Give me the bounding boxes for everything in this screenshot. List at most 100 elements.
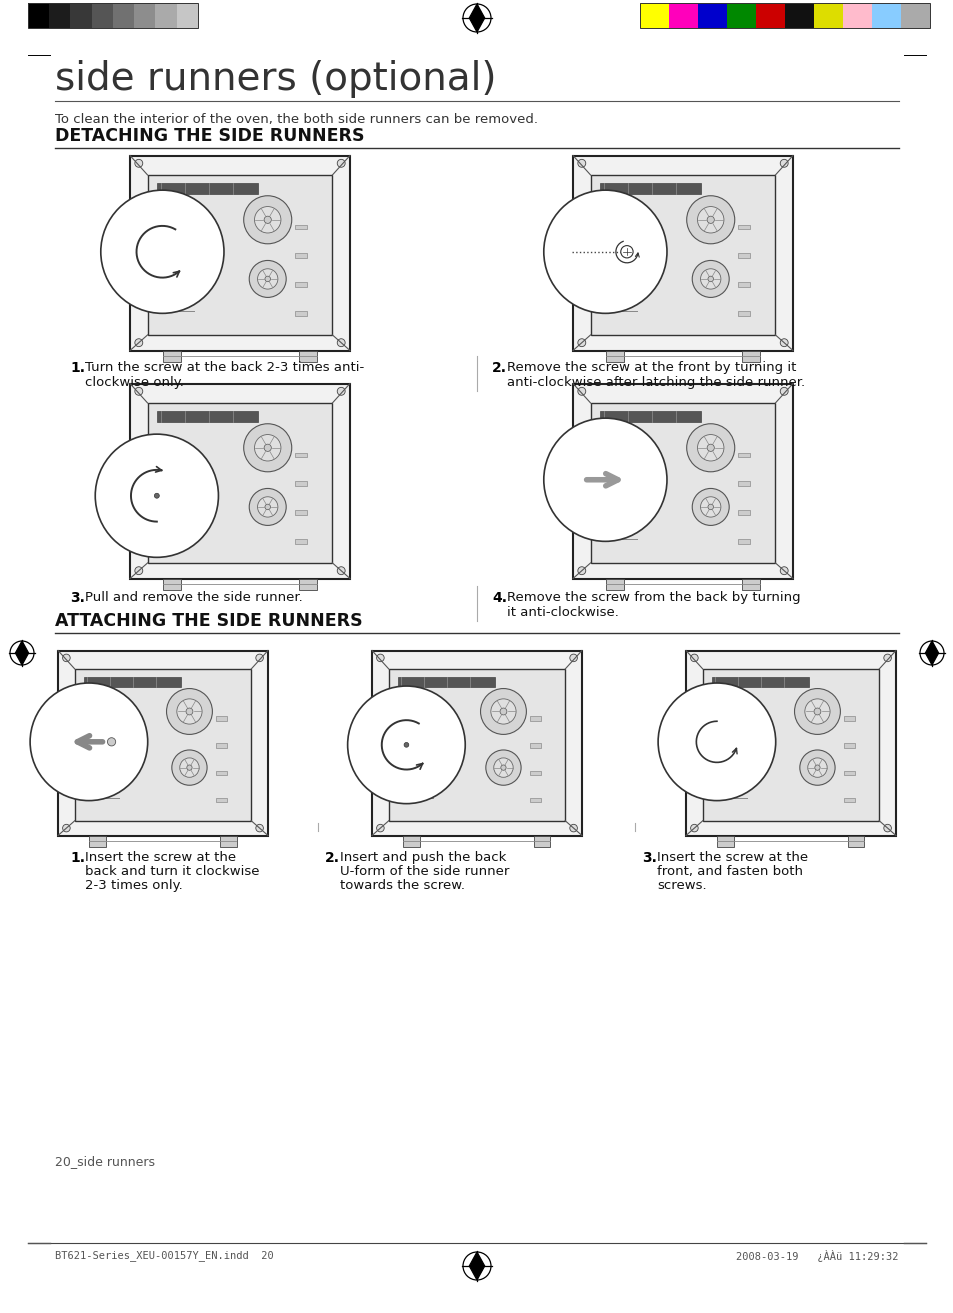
- Circle shape: [569, 654, 577, 662]
- Circle shape: [578, 567, 585, 575]
- Bar: [397, 676, 494, 687]
- Bar: [134, 3, 155, 28]
- Bar: [50, 3, 71, 28]
- Circle shape: [686, 196, 734, 244]
- Polygon shape: [15, 641, 29, 664]
- Bar: [717, 835, 734, 847]
- Bar: [738, 253, 749, 259]
- Bar: [295, 225, 306, 230]
- Circle shape: [176, 699, 202, 723]
- Bar: [155, 3, 176, 28]
- Circle shape: [257, 269, 277, 289]
- Circle shape: [882, 825, 890, 832]
- Circle shape: [257, 496, 277, 517]
- Circle shape: [134, 339, 143, 347]
- Text: 1.: 1.: [70, 361, 85, 376]
- Circle shape: [95, 435, 218, 557]
- Circle shape: [264, 444, 271, 452]
- Bar: [668, 3, 698, 28]
- Circle shape: [882, 654, 890, 662]
- Circle shape: [337, 159, 345, 167]
- Text: back and turn it clockwise: back and turn it clockwise: [85, 865, 259, 878]
- Bar: [599, 183, 700, 194]
- Circle shape: [780, 339, 787, 347]
- Bar: [295, 453, 306, 457]
- Circle shape: [543, 190, 666, 314]
- Text: BT621-Series_XEU-00157Y_EN.indd  20: BT621-Series_XEU-00157Y_EN.indd 20: [55, 1250, 274, 1260]
- Bar: [711, 676, 808, 687]
- Circle shape: [485, 750, 520, 785]
- Bar: [738, 282, 749, 288]
- Bar: [590, 403, 775, 563]
- Text: 4.: 4.: [492, 591, 506, 605]
- Bar: [529, 716, 540, 721]
- Bar: [755, 3, 784, 28]
- Bar: [219, 835, 236, 847]
- Bar: [702, 670, 879, 821]
- Bar: [215, 798, 226, 802]
- Circle shape: [697, 206, 723, 232]
- Bar: [843, 716, 854, 721]
- Circle shape: [692, 488, 728, 525]
- Circle shape: [814, 765, 820, 771]
- Bar: [738, 511, 749, 515]
- Text: 2.: 2.: [492, 361, 506, 376]
- Circle shape: [686, 424, 734, 471]
- Circle shape: [154, 494, 159, 498]
- Text: Remove the screw from the back by turning: Remove the screw from the back by turnin…: [506, 591, 800, 604]
- Text: ATTACHING THE SIDE RUNNERS: ATTACHING THE SIDE RUNNERS: [55, 612, 362, 630]
- Bar: [91, 3, 112, 28]
- Polygon shape: [924, 641, 938, 664]
- Bar: [215, 716, 226, 721]
- Bar: [84, 676, 180, 687]
- Circle shape: [690, 825, 698, 832]
- Bar: [639, 3, 929, 28]
- Bar: [163, 351, 180, 362]
- Text: side runners (optional): side runners (optional): [55, 60, 496, 98]
- Bar: [573, 155, 792, 351]
- Bar: [533, 835, 550, 847]
- Text: Turn the screw at the back 2-3 times anti-: Turn the screw at the back 2-3 times ant…: [85, 361, 364, 374]
- Circle shape: [700, 496, 720, 517]
- Bar: [148, 403, 332, 563]
- Circle shape: [707, 504, 713, 509]
- Bar: [726, 3, 755, 28]
- Circle shape: [578, 387, 585, 395]
- Circle shape: [794, 688, 840, 734]
- Text: anti-clockwise after latching the side runner.: anti-clockwise after latching the side r…: [506, 376, 804, 389]
- Circle shape: [499, 708, 506, 714]
- Circle shape: [780, 387, 787, 395]
- Bar: [843, 743, 854, 748]
- Bar: [299, 579, 316, 591]
- Bar: [90, 835, 106, 847]
- Bar: [605, 351, 623, 362]
- Bar: [156, 183, 258, 194]
- Circle shape: [690, 654, 698, 662]
- Circle shape: [255, 825, 263, 832]
- Text: U-form of the side runner: U-form of the side runner: [339, 865, 509, 878]
- Circle shape: [706, 444, 714, 452]
- Text: 3.: 3.: [641, 851, 657, 865]
- Text: Pull and remove the side runner.: Pull and remove the side runner.: [85, 591, 302, 604]
- Bar: [842, 3, 871, 28]
- Circle shape: [265, 276, 271, 282]
- Bar: [738, 311, 749, 315]
- Bar: [741, 579, 760, 591]
- Text: towards the screw.: towards the screw.: [339, 878, 464, 892]
- Bar: [599, 411, 700, 423]
- Bar: [784, 3, 813, 28]
- Bar: [639, 3, 668, 28]
- Circle shape: [799, 750, 834, 785]
- Text: 2.: 2.: [325, 851, 339, 865]
- Text: 3.: 3.: [70, 591, 85, 605]
- Circle shape: [480, 688, 526, 734]
- Bar: [156, 411, 258, 423]
- Bar: [215, 771, 226, 775]
- Bar: [529, 798, 540, 802]
- Bar: [389, 670, 564, 821]
- Bar: [403, 835, 420, 847]
- Circle shape: [243, 196, 292, 244]
- Circle shape: [620, 246, 633, 257]
- Circle shape: [186, 708, 193, 714]
- Text: 2-3 times only.: 2-3 times only.: [85, 878, 183, 892]
